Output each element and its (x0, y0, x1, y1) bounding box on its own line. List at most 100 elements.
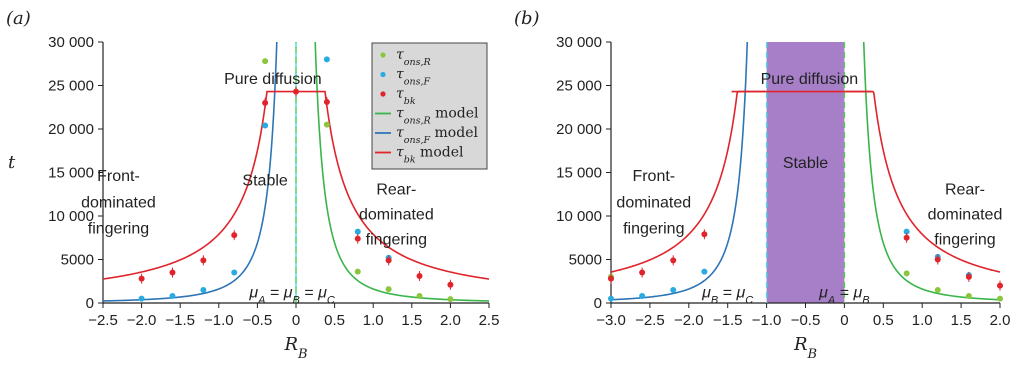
data-point (200, 257, 207, 264)
region-annotation: fingering (366, 232, 427, 249)
data-point (293, 88, 299, 95)
legend-label: τons,F model (396, 125, 478, 146)
x-tick-label: 0 (840, 312, 848, 329)
x-tick-label: −0.5 (791, 312, 821, 329)
viscosity-annotation: μB = μC (701, 285, 753, 307)
panel-label: (a) (6, 8, 31, 29)
region-annotation: fingering (88, 220, 149, 237)
region-annotation: Front- (632, 168, 675, 185)
data-point (639, 269, 646, 276)
x-tick-label: −1.5 (713, 312, 743, 329)
legend-marker (380, 52, 386, 58)
region-annotation: dominated (928, 206, 1003, 223)
panel-b: (b) 0 5000 10 000 15 000 20 000 25 000 30 000 −3… (514, 8, 1011, 362)
x-tick-label: −2.5 (635, 312, 665, 329)
legend-label: τbk (396, 86, 416, 107)
data-point (262, 122, 269, 129)
data-point (385, 286, 392, 293)
x-tick-label: 2.0 (990, 312, 1011, 329)
y-tick-label: 10 000 (556, 208, 602, 225)
model-curves (611, 42, 1000, 301)
y-tick-label: 15 000 (48, 165, 94, 182)
series-bk (138, 86, 454, 290)
data-point (447, 281, 454, 288)
stable-region (766, 42, 845, 303)
data-point (416, 273, 423, 280)
y-tick-label: 30 000 (556, 34, 602, 51)
x-tick-label: −0.5 (243, 312, 273, 329)
data-point (965, 293, 972, 300)
series-bk (608, 229, 1003, 291)
data-point (138, 275, 145, 282)
y-tick-label: 20 000 (556, 121, 602, 138)
y-tick-label: 5000 (61, 252, 94, 269)
data-point (608, 275, 614, 282)
x-tick-label: 0.5 (324, 312, 345, 329)
data-point (701, 231, 708, 238)
region-annotation: Rear- (945, 181, 985, 198)
y-tick-label: 30 000 (48, 34, 94, 51)
data-point (416, 293, 423, 300)
region-annotation: Stable (242, 173, 287, 190)
region-annotation: Stable (783, 155, 828, 172)
x-tick-label: 1.5 (951, 312, 972, 329)
y-tick-label: 25 000 (556, 78, 602, 95)
panel-label: (b) (514, 8, 540, 29)
data-point (231, 232, 238, 239)
legend-label: τons,R model (396, 106, 479, 127)
region-annotation: dominated (81, 194, 156, 211)
x-tick-label: 1.0 (363, 312, 384, 329)
data-point (323, 56, 330, 63)
data-point (903, 270, 910, 277)
y-tick-label: 20 000 (48, 121, 94, 138)
data-point (354, 228, 361, 235)
data-point (934, 256, 941, 263)
y-axis-label: t (8, 152, 16, 173)
x-axis-label: RB (793, 334, 817, 362)
region-annotation: fingering (934, 232, 995, 249)
y-tick-label: 10 000 (48, 208, 94, 225)
data-point (639, 293, 646, 300)
data-point (934, 286, 941, 293)
x-tick-label: 0.5 (873, 312, 894, 329)
legend-marker (380, 91, 386, 97)
legend-label: τbk model (396, 145, 464, 166)
series-onsf (138, 56, 392, 302)
legend-label: τons,F (396, 67, 430, 88)
data-point (323, 99, 330, 106)
y-tick-label: 15 000 (556, 165, 602, 182)
region-annotation: Rear- (376, 181, 416, 198)
region-annotation: Front- (97, 168, 140, 185)
data-point (354, 268, 361, 275)
data-point (200, 286, 207, 293)
x-tick-label: −1.5 (165, 312, 195, 329)
data-point (670, 257, 677, 264)
model-curve-ons-F (611, 42, 749, 301)
data-point (608, 295, 614, 302)
model-curve-bk (103, 90, 296, 280)
region-annotation: Pure diffusion (761, 71, 859, 88)
model-curves (103, 42, 489, 302)
x-tick-label: −2.5 (88, 312, 118, 329)
x-tick-label: −1.0 (204, 312, 234, 329)
viscosity-annotation: μA = μB = μC (248, 285, 334, 307)
x-tick-label: −2.0 (674, 312, 704, 329)
data-point (965, 273, 972, 280)
model-curve-bk (296, 90, 489, 280)
series-onsr (262, 58, 454, 303)
legend-marker (380, 71, 386, 78)
model-curve-ons-F (103, 42, 278, 302)
data-point (169, 269, 176, 276)
y-tick-label: 0 (594, 295, 602, 312)
x-tick-label: −2.0 (127, 312, 157, 329)
x-tick-label: 2.0 (440, 312, 461, 329)
x-tick-label: −1.0 (752, 312, 782, 329)
x-tick-label: 1.0 (912, 312, 933, 329)
data-point (323, 121, 330, 128)
data-point (903, 228, 910, 235)
data-point (354, 235, 361, 242)
x-tick-label: 2.5 (479, 312, 500, 329)
data-point (701, 268, 708, 275)
